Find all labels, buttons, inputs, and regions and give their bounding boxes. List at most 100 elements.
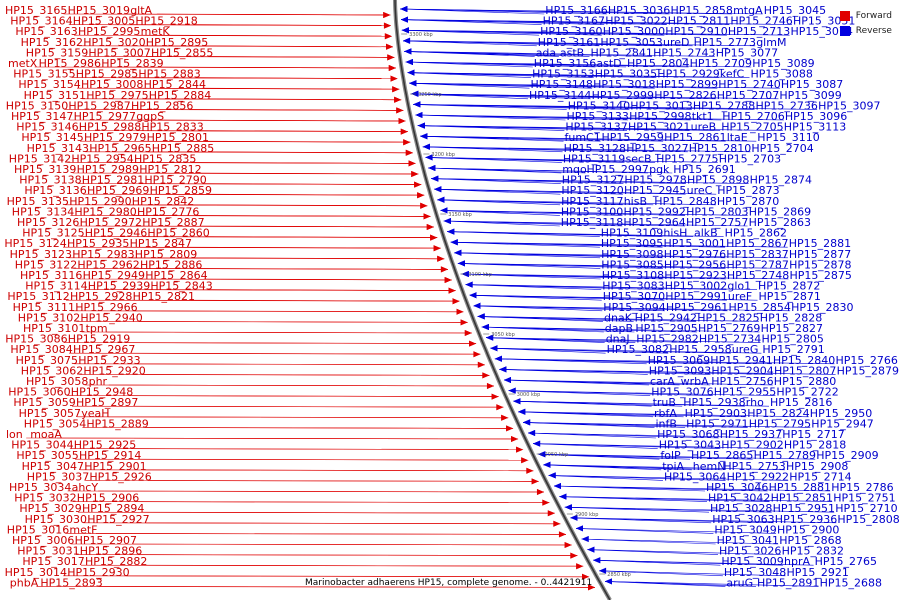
gene-label: HP15_2967	[73, 343, 135, 356]
gene-label: HP15_2947	[811, 417, 873, 430]
gene-label: HP15_2926	[89, 470, 151, 483]
connector-line	[137, 458, 529, 461]
connector-line	[604, 581, 819, 587]
gene-label: HP15_2816	[770, 396, 832, 409]
forward-gene-arrow	[536, 489, 544, 495]
gene-label: HP15_2887	[142, 216, 204, 229]
connector-line	[457, 263, 789, 269]
connector-line	[131, 352, 481, 355]
forward-gene-arrow	[526, 467, 534, 474]
gene-label: HP15_2855	[151, 46, 213, 59]
gene-label: HP15_3118	[561, 216, 623, 229]
legend-forward: Forward	[839, 8, 892, 23]
gene-label: HP15_2939	[88, 280, 150, 293]
gene-label: HP15_3013	[630, 99, 692, 112]
scale-tick-label: 3250 kbp	[418, 92, 442, 98]
gene-label: HP15_2962	[77, 258, 139, 271]
connector-line	[428, 167, 673, 174]
gene-label: HP15_2769	[698, 322, 760, 335]
connector-line	[105, 331, 472, 334]
gene-label: HP15_2992	[624, 205, 686, 218]
gene-label: HP15_3077	[716, 46, 778, 59]
gene-label: HP15_2897	[76, 396, 138, 409]
gene-label: HP15_3030	[25, 513, 87, 526]
forward-gene-arrow	[383, 22, 391, 29]
gene-label: HP15_2851	[771, 492, 833, 505]
gene-label: ltaE	[727, 131, 748, 144]
gene-label: HP15_3119	[563, 152, 625, 165]
forward-gene-arrow	[516, 446, 524, 453]
gene-label: HP15_2886	[140, 258, 202, 271]
gene-label: HP15_3009	[721, 555, 783, 568]
connector-line	[190, 204, 428, 207]
connector-line	[564, 506, 835, 513]
gene-label: HP15_3139	[14, 163, 76, 176]
gene-label: HP15_3145	[21, 131, 83, 144]
forward-gene-arrow	[460, 319, 468, 326]
gene-label: HP15_3085	[601, 258, 663, 271]
gene-label: HP15_3008	[81, 78, 143, 91]
gene-label: HP15_2751	[833, 492, 895, 505]
connector-line	[508, 390, 776, 396]
gene-label: HP15_2976	[664, 248, 726, 261]
connector-line	[425, 157, 718, 163]
forward-gene-arrow	[452, 298, 460, 305]
connector-line	[142, 469, 534, 472]
gene-label: HP15_3000	[603, 25, 665, 38]
gene-label: HP15_2821	[133, 290, 195, 303]
gene-label: HP15_3140	[568, 99, 630, 112]
gene-label: HP15_2997	[587, 163, 649, 176]
gene-label: HP15_2839	[101, 57, 163, 70]
gene-label: HP15_3123	[10, 248, 72, 261]
forward-gene-arrow	[386, 43, 394, 50]
gene-label: HP15_3111	[13, 301, 75, 314]
gene-label: HP15_3059	[13, 396, 75, 409]
connector-line	[198, 268, 448, 270]
gene-label: HP15_2863	[749, 216, 811, 229]
connector-line	[136, 363, 485, 366]
gene-label: HP15_2922	[727, 470, 789, 483]
gene-label: HP15_3074	[791, 25, 853, 38]
gene-label: HP15_3142	[9, 152, 71, 165]
forward-gene-arrow	[433, 245, 441, 252]
forward-gene-arrow	[521, 457, 529, 464]
gene-label: HP15_2983	[72, 248, 134, 261]
gene-label: HP15_2818	[784, 439, 846, 452]
gene-label: HP15_3155	[13, 68, 75, 81]
gene-label: HP15_2889	[86, 417, 148, 430]
forward-gene-arrow	[440, 266, 448, 273]
reverse-gene-arrow	[450, 239, 458, 246]
gene-label: HP15_2775	[656, 152, 718, 165]
gene-label: HP15_3138	[19, 174, 81, 187]
legend-forward-label: Forward	[855, 10, 892, 21]
gene-label: HP15_2803	[686, 205, 748, 218]
gene-label: HP15_3031	[17, 545, 79, 558]
gene-label: HP15_2826	[654, 89, 716, 102]
gene-label: HP15_2956	[664, 258, 726, 271]
gene-label: HP15_3001	[664, 237, 726, 250]
gene-label: HP15_3032	[14, 492, 76, 505]
connector-line	[207, 98, 402, 101]
gene-label: HP15_2946	[85, 227, 147, 240]
gene-label: HP15_2790	[144, 174, 206, 187]
gene-label: HP15_2859	[150, 184, 212, 197]
reverse-gene-arrow	[481, 324, 489, 330]
gene-label: HP15_3108	[602, 269, 664, 282]
gene-label: HP15_2929	[657, 68, 719, 81]
connector-line	[133, 543, 572, 546]
gene-label: HP15_3021	[628, 121, 690, 134]
reverse-gene-arrow	[477, 313, 485, 320]
reverse-gene-arrow	[548, 472, 556, 479]
gene-label: wrbA	[681, 375, 710, 388]
forward-gene-arrow	[496, 404, 504, 411]
gene-label: HP15_2955	[714, 386, 776, 399]
gene-label: HP15_3122	[15, 258, 77, 271]
gene-label: HP15_3035	[595, 68, 657, 81]
connector-line	[202, 183, 422, 185]
gene-label: HP15_2885	[152, 142, 214, 155]
reverse-gene-arrow	[401, 27, 409, 34]
forward-gene-arrow	[473, 351, 481, 358]
gene-label: HP15_2903	[685, 407, 747, 420]
gene-label: HP15_3135	[7, 195, 69, 208]
